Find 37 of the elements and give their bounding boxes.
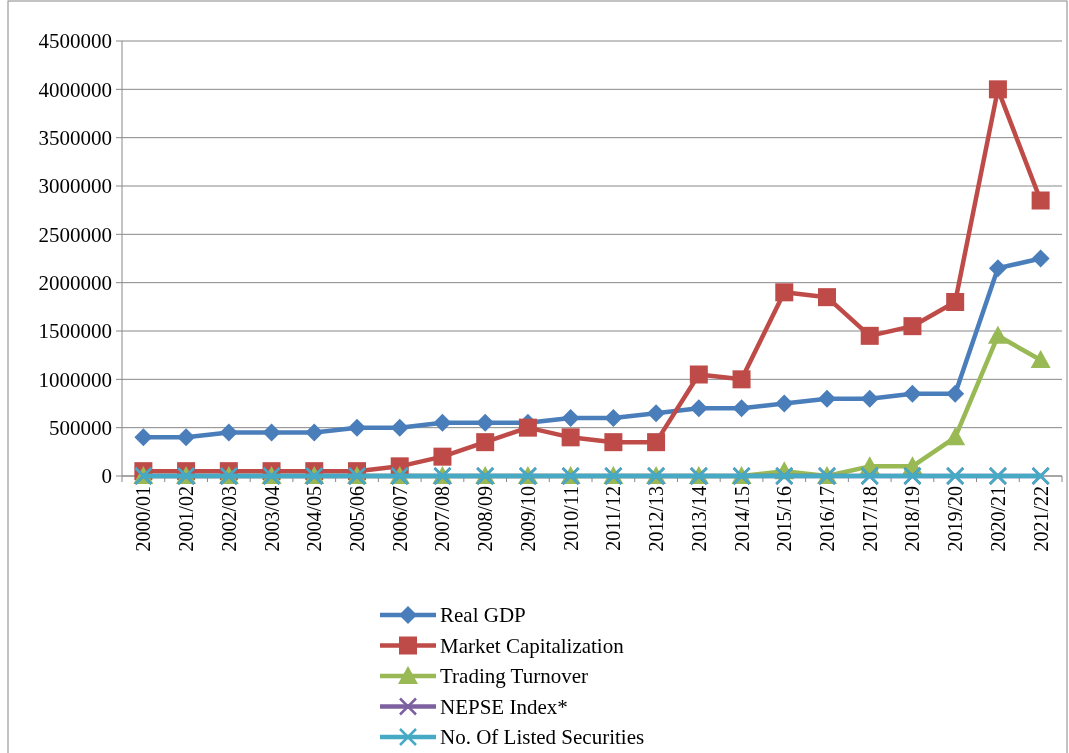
x-tick-label: 2016/17 <box>816 486 838 552</box>
y-tick-label: 1500000 <box>38 319 112 344</box>
x-tick-label: 2011/12 <box>602 486 625 551</box>
y-tick-label: 3500000 <box>38 126 112 151</box>
legend-label: Trading Turnover <box>440 664 589 689</box>
y-tick-label: 3000000 <box>38 174 112 199</box>
y-tick-label: 4500000 <box>38 29 112 54</box>
x-tick-label: 2019/20 <box>944 486 967 552</box>
x-tick-label: 2020/21 <box>986 486 1009 552</box>
y-tick-label: 4000000 <box>38 77 112 102</box>
y-tick-label: 2000000 <box>38 271 112 296</box>
x-tick-label: 2012/13 <box>645 486 668 552</box>
y-tick-label: 0 <box>101 464 112 489</box>
x-tick-label: 2009/10 <box>516 486 539 552</box>
x-tick-label: 2001/02 <box>175 486 198 552</box>
x-tick-label: 2018/19 <box>901 486 924 552</box>
y-tick-label: 2500000 <box>38 222 112 247</box>
x-tick-label: 2008/09 <box>474 486 497 552</box>
x-tick-label: 2014/15 <box>730 486 753 552</box>
x-tick-label: 2003/04 <box>260 486 283 552</box>
x-tick-label: 2006/07 <box>388 486 411 552</box>
legend-label: NEPSE Index* <box>440 694 568 719</box>
x-tick-label: 2007/08 <box>431 486 454 552</box>
x-tick-label: 2005/06 <box>346 486 368 552</box>
legend-label: Market Capitalization <box>440 633 625 658</box>
x-tick-label: 2015/16 <box>773 486 796 552</box>
x-tick-label: 2010/11 <box>559 486 582 551</box>
x-tick-label: 2004/05 <box>303 486 326 552</box>
x-tick-label: 2002/03 <box>217 486 240 552</box>
y-tick-label: 500000 <box>49 416 112 441</box>
y-tick-label: 1000000 <box>38 367 112 392</box>
x-tick-label: 2000/01 <box>132 486 155 552</box>
legend-label: Real GDP <box>440 603 526 628</box>
legend-label: No. Of Listed Securities <box>440 725 645 750</box>
x-tick-label: 2013/14 <box>687 486 710 552</box>
x-tick-label: 2021/22 <box>1029 486 1052 552</box>
x-tick-label: 2017/18 <box>858 486 881 552</box>
